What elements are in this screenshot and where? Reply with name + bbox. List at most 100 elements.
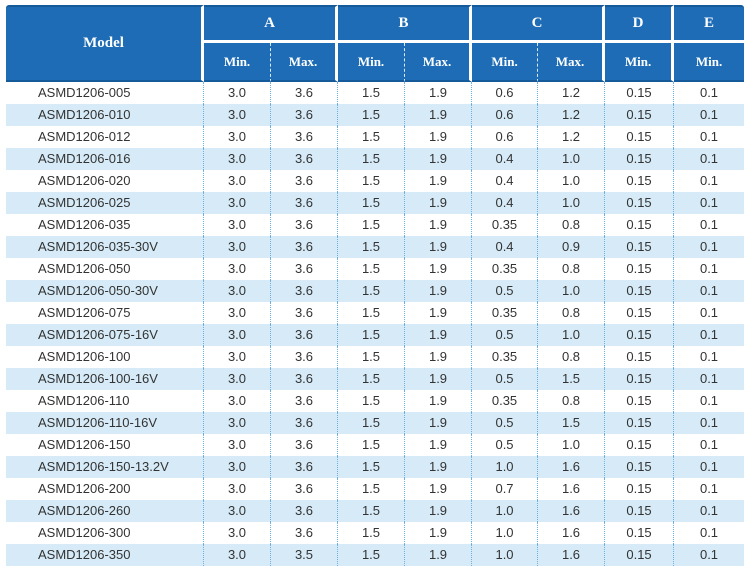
model-cell: ASMD1206-200 <box>6 478 204 500</box>
value-cell: 1.0 <box>472 522 539 544</box>
value-cell: 1.2 <box>538 126 606 148</box>
value-cell: 0.15 <box>605 390 675 412</box>
column-header-b-min: Min. <box>338 43 405 82</box>
column-header-group-b: B <box>338 5 473 43</box>
value-cell: 1.5 <box>338 214 405 236</box>
value-cell: 1.5 <box>338 368 405 390</box>
value-cell: 0.15 <box>605 324 675 346</box>
value-cell: 3.6 <box>271 302 338 324</box>
value-cell: 3.6 <box>271 148 338 170</box>
value-cell: 1.5 <box>338 258 405 280</box>
value-cell: 0.35 <box>472 258 539 280</box>
value-cell: 0.6 <box>472 82 539 104</box>
value-cell: 3.0 <box>204 258 271 280</box>
value-cell: 0.15 <box>605 126 675 148</box>
value-cell: 3.6 <box>271 412 338 434</box>
model-cell: ASMD1206-150-13.2V <box>6 456 204 478</box>
value-cell: 3.0 <box>204 390 271 412</box>
value-cell: 1.6 <box>538 500 606 522</box>
value-cell: 3.0 <box>204 104 271 126</box>
table-row: ASMD1206-035 3.0 3.6 1.5 1.9 0.35 0.8 0.15 0.1 <box>6 214 745 236</box>
value-cell: 3.6 <box>271 170 338 192</box>
value-cell: 0.8 <box>538 346 606 368</box>
value-cell: 1.0 <box>538 192 606 214</box>
model-cell: ASMD1206-020 <box>6 170 204 192</box>
column-header-d-min: Min. <box>605 43 675 82</box>
value-cell: 0.5 <box>472 434 539 456</box>
value-cell: 0.1 <box>674 280 745 302</box>
header-row-subs: Min. Max. Min. Max. Min. Max. Min. Min. <box>6 43 745 82</box>
value-cell: 1.9 <box>405 258 473 280</box>
value-cell: 3.0 <box>204 412 271 434</box>
value-cell: 1.9 <box>405 478 473 500</box>
value-cell: 0.1 <box>674 104 745 126</box>
model-cell: ASMD1206-110 <box>6 390 204 412</box>
value-cell: 3.6 <box>271 324 338 346</box>
table-row: ASMD1206-110 3.0 3.6 1.5 1.9 0.35 0.8 0.15 0.1 <box>6 390 745 412</box>
value-cell: 0.35 <box>472 214 539 236</box>
value-cell: 0.15 <box>605 192 675 214</box>
value-cell: 1.2 <box>538 104 606 126</box>
value-cell: 1.9 <box>405 236 473 258</box>
value-cell: 1.0 <box>538 280 606 302</box>
model-cell: ASMD1206-075-16V <box>6 324 204 346</box>
value-cell: 1.0 <box>472 456 539 478</box>
model-cell: ASMD1206-035 <box>6 214 204 236</box>
column-header-a-max: Max. <box>271 43 338 82</box>
value-cell: 0.15 <box>605 500 675 522</box>
value-cell: 1.5 <box>338 170 405 192</box>
value-cell: 1.5 <box>338 434 405 456</box>
column-header-e-min: Min. <box>674 43 745 82</box>
value-cell: 0.1 <box>674 478 745 500</box>
value-cell: 1.5 <box>338 412 405 434</box>
value-cell: 1.9 <box>405 170 473 192</box>
value-cell: 1.9 <box>405 456 473 478</box>
value-cell: 1.5 <box>338 390 405 412</box>
value-cell: 1.5 <box>338 302 405 324</box>
value-cell: 0.15 <box>605 280 675 302</box>
value-cell: 0.1 <box>674 82 745 104</box>
column-header-c-min: Min. <box>472 43 539 82</box>
value-cell: 1.5 <box>338 500 405 522</box>
value-cell: 0.1 <box>674 544 745 566</box>
value-cell: 3.6 <box>271 280 338 302</box>
value-cell: 3.6 <box>271 522 338 544</box>
value-cell: 0.15 <box>605 478 675 500</box>
value-cell: 0.5 <box>472 324 539 346</box>
value-cell: 0.1 <box>674 456 745 478</box>
column-header-group-c: C <box>472 5 606 43</box>
model-cell: ASMD1206-110-16V <box>6 412 204 434</box>
value-cell: 1.9 <box>405 104 473 126</box>
value-cell: 3.5 <box>271 544 338 566</box>
table-row: ASMD1206-010 3.0 3.6 1.5 1.9 0.6 1.2 0.15 0.1 <box>6 104 745 126</box>
value-cell: 0.15 <box>605 368 675 390</box>
value-cell: 0.15 <box>605 236 675 258</box>
model-cell: ASMD1206-260 <box>6 500 204 522</box>
value-cell: 3.0 <box>204 82 271 104</box>
column-header-c-max: Max. <box>538 43 606 82</box>
value-cell: 3.6 <box>271 104 338 126</box>
value-cell: 3.6 <box>271 390 338 412</box>
value-cell: 1.9 <box>405 214 473 236</box>
value-cell: 0.8 <box>538 302 606 324</box>
value-cell: 1.9 <box>405 544 473 566</box>
value-cell: 1.5 <box>338 192 405 214</box>
value-cell: 3.0 <box>204 148 271 170</box>
value-cell: 1.5 <box>338 104 405 126</box>
value-cell: 1.0 <box>538 324 606 346</box>
value-cell: 1.9 <box>405 302 473 324</box>
value-cell: 0.15 <box>605 434 675 456</box>
value-cell: 1.6 <box>538 456 606 478</box>
header-row-groups: Model A B C D E <box>6 5 745 82</box>
column-header-group-e: E <box>674 5 745 43</box>
value-cell: 0.8 <box>538 258 606 280</box>
value-cell: 3.6 <box>271 82 338 104</box>
value-cell: 0.15 <box>605 346 675 368</box>
value-cell: 3.0 <box>204 302 271 324</box>
value-cell: 3.0 <box>204 434 271 456</box>
value-cell: 1.5 <box>338 346 405 368</box>
table-row: ASMD1206-150 3.0 3.6 1.5 1.9 0.5 1.0 0.15 0.1 <box>6 434 745 456</box>
value-cell: 0.15 <box>605 170 675 192</box>
value-cell: 0.1 <box>674 434 745 456</box>
